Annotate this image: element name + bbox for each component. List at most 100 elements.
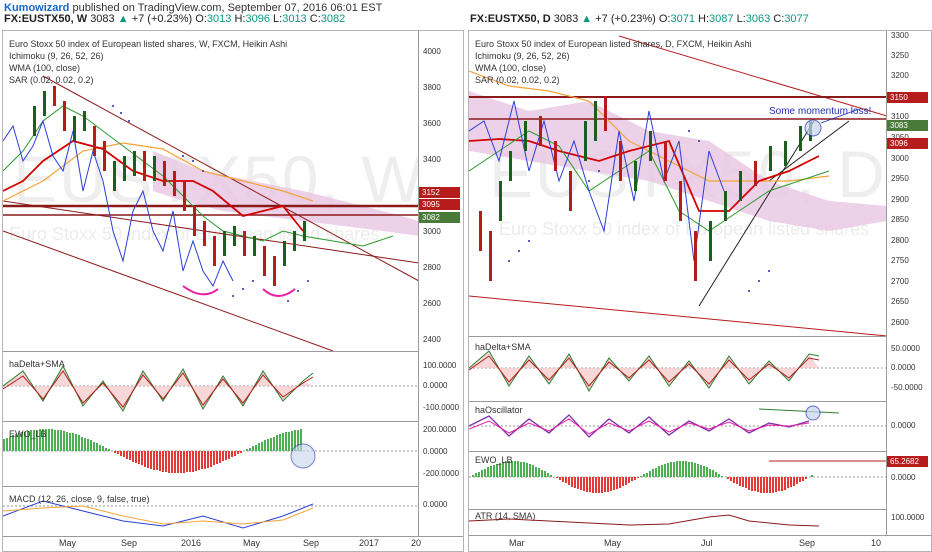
left-symbol[interactable]: FX:EUSTX50, W — [4, 13, 88, 25]
publish-header: Kumowizard published on TradingView.com,… — [4, 2, 382, 14]
right-sub1-label[interactable]: haDelta+SMA — [475, 342, 531, 352]
right-open-label: O: — [658, 13, 671, 25]
axis-tick: 0.0000 — [423, 500, 448, 509]
left-time-axis[interactable]: May Sep 2016 May Sep 2017 20 — [3, 535, 421, 551]
price-tag-3150: 3150 — [887, 92, 928, 103]
right-time-axis[interactable]: Mar May Jul Sep 10 — [469, 535, 887, 551]
left-sub2-label[interactable]: EWO_LB — [9, 429, 47, 439]
left-price-axis[interactable]: 4000 3800 3600 3400 3200 3000 2800 2600 … — [418, 31, 463, 351]
trendline-upper — [618, 35, 887, 117]
axis-tick: 0.0000 — [891, 421, 916, 430]
trendline-lower — [3, 230, 334, 351]
right-close: 3077 — [784, 13, 809, 25]
right-ticker-line: FX:EUSTX50, D 3083 ▲ +7 (+0.23%) O:3071 … — [470, 13, 809, 27]
axis-tick: 50.0000 — [891, 344, 920, 353]
time-tick: Jul — [701, 538, 713, 548]
right-sub3-axis[interactable]: 65.2682 0.0000 — [886, 451, 931, 509]
sar-dots — [508, 130, 770, 292]
left-study-2[interactable]: Ichimoku (9, 26, 52, 26) — [9, 51, 104, 61]
right-atr-pane[interactable]: ATR (14, SMA) 100.0000 — [469, 509, 931, 536]
axis-tick: 0.0000 — [891, 363, 916, 372]
highlight-circle — [805, 405, 821, 421]
candles — [33, 86, 306, 286]
left-last-price: 3083 — [90, 13, 115, 25]
annotation-text[interactable]: Some momentum loss! — [769, 106, 872, 117]
left-high-label: H: — [234, 13, 246, 25]
right-study-3[interactable]: WMA (100, close) — [475, 63, 547, 73]
axis-tick: 3050 — [891, 133, 909, 143]
right-close-label: C: — [773, 13, 785, 25]
right-price-pane[interactable]: EUSTX50, D Euro Stoxx 50 index of Europe… — [469, 31, 931, 337]
right-haosc-pane[interactable]: haOscillator 0.0000 — [469, 401, 931, 452]
right-study-1[interactable]: Euro Stoxx 50 index of European listed s… — [475, 39, 752, 49]
left-study-1[interactable]: Euro Stoxx 50 index of European listed s… — [9, 39, 288, 49]
rising-wedge-upper — [768, 120, 850, 182]
axis-tick: 3250 — [891, 51, 909, 60]
left-close-label: C: — [309, 13, 321, 25]
right-watermark-sub: Euro Stoxx 50 index of European listed s… — [499, 219, 870, 239]
axis-tick: 2950 — [891, 174, 909, 183]
right-sub4-label[interactable]: ATR (14, SMA) — [475, 511, 536, 521]
axis-tick: 100.0000 — [891, 513, 925, 522]
left-study-3[interactable]: WMA (100, close) — [9, 63, 81, 73]
axis-tick: 3800 — [423, 83, 441, 92]
left-sub2-axis[interactable]: 200.0000 0.0000 -200.0000 — [418, 421, 463, 486]
right-sub3-label[interactable]: EWO_LB — [475, 455, 513, 465]
right-low: 3063 — [745, 13, 771, 25]
left-low: 3013 — [282, 13, 307, 25]
right-price-axis[interactable]: 3300 3250 3200 3150 3100 3050 3000 2950 … — [886, 31, 931, 336]
right-high-label: H: — [698, 13, 710, 25]
left-sub3-axis[interactable]: 0.0000 — [418, 486, 463, 536]
left-ewo-pane[interactable]: EWO_LB 200.0000 0.0000 -200.0000 — [3, 421, 463, 487]
axis-tick: 3400 — [423, 155, 441, 164]
left-price-pane[interactable]: EUSTX50, W Euro Stoxx 50 index of Europe… — [3, 31, 463, 352]
right-haosc-plot — [469, 405, 887, 438]
right-sub2-label[interactable]: haOscillator — [475, 405, 523, 415]
left-sub1-label[interactable]: haDelta+SMA — [9, 359, 65, 369]
axis-tick: 2700 — [891, 277, 909, 286]
left-study-4[interactable]: SAR (0.02, 0.02, 0.2) — [9, 75, 94, 85]
right-sub2-axis[interactable]: 0.0000 — [886, 401, 931, 451]
right-ewo-pane[interactable]: EWO_LB 65.2682 0.0000 — [469, 451, 931, 510]
wma-line — [3, 142, 314, 202]
right-chart-panel[interactable]: EUSTX50, D Euro Stoxx 50 index of Europe… — [468, 30, 932, 552]
right-sub4-axis[interactable]: 100.0000 — [886, 509, 931, 535]
right-price-plot — [469, 35, 887, 336]
axis-tick: 2650 — [891, 297, 909, 306]
right-study-2[interactable]: Ichimoku (9, 26, 52, 26) — [475, 51, 570, 61]
price-tag-3083: 3083 — [887, 120, 928, 131]
highlight-circle — [804, 119, 822, 137]
right-sub1-axis[interactable]: 50.0000 0.0000 -50.0000 — [886, 336, 931, 401]
right-study-4[interactable]: SAR (0.02, 0.02, 0.2) — [475, 75, 560, 85]
left-ewo-plot — [3, 429, 419, 473]
trendline-upper — [3, 200, 419, 264]
up-arrow-icon: ▲ — [117, 13, 129, 25]
left-sub1-axis[interactable]: 100.0000 0.0000 -100.0000 — [418, 351, 463, 421]
annotation-pointer — [820, 108, 860, 124]
right-hadelta-pane[interactable]: haDelta+SMA 50.0000 0.0000 -50.0000 — [469, 336, 931, 402]
left-hadelta-pane[interactable]: haDelta+SMA 100.0000 0.0000 -100.0000 — [3, 351, 463, 422]
left-chart-panel[interactable]: EUSTX50, W Euro Stoxx 50 index of Europe… — [2, 30, 464, 552]
author-link[interactable]: Kumowizard — [4, 2, 70, 14]
axis-tick: 0.0000 — [891, 473, 916, 482]
time-tick: May — [59, 538, 77, 548]
time-tick: May — [243, 538, 261, 548]
price-tag-ewo: 65.2682 — [887, 456, 928, 467]
axis-tick: 3300 — [891, 31, 909, 40]
time-tick: 10 — [871, 538, 882, 548]
candles — [479, 96, 812, 281]
left-macd-pane[interactable]: MACD (12, 26, close, 9, false, true) 0.0… — [3, 486, 463, 537]
axis-tick: 2600 — [423, 299, 441, 308]
price-tag-3096: 3096 — [887, 138, 928, 149]
left-macd-plot — [3, 500, 419, 529]
left-sub3-label[interactable]: MACD (12, 26, close, 9, false, true) — [9, 494, 150, 504]
axis-tick: 0.0000 — [423, 381, 448, 390]
axis-tick: 3000 — [891, 154, 909, 163]
left-high: 3096 — [245, 13, 270, 25]
left-open: 3013 — [206, 13, 232, 25]
axis-tick: 4000 — [423, 47, 441, 56]
right-symbol[interactable]: FX:EUSTX50, D — [470, 13, 551, 25]
highlight-circle — [290, 443, 316, 469]
trendline-lower — [469, 295, 887, 336]
axis-tick: 3100 — [891, 112, 909, 121]
